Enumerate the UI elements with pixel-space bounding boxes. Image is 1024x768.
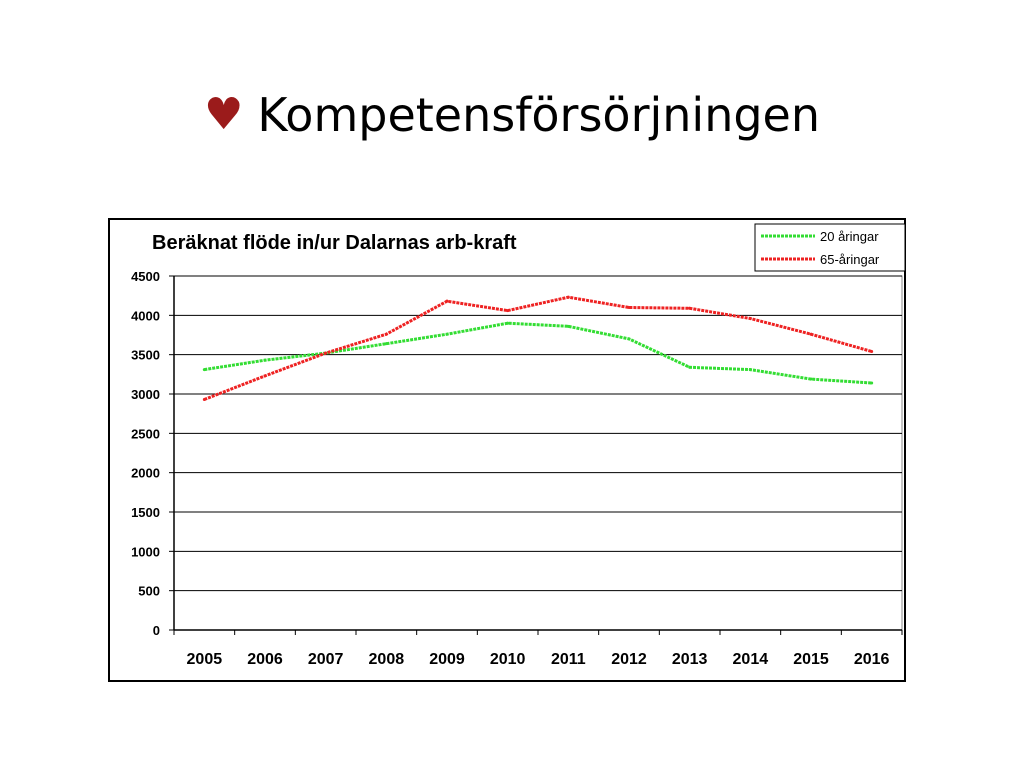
y-tick-label: 500 — [138, 584, 160, 599]
data-point — [202, 368, 206, 372]
y-tick-label: 1500 — [131, 505, 160, 520]
x-tick-label: 2011 — [551, 651, 586, 668]
data-point — [506, 309, 510, 313]
x-tick-label: 2013 — [672, 651, 708, 668]
y-tick-label: 2000 — [131, 466, 160, 481]
data-point — [688, 306, 692, 310]
x-tick-label: 2008 — [369, 651, 405, 668]
heart-icon: ♥ — [203, 89, 244, 140]
legend-label: 20 åringar — [820, 229, 879, 244]
data-point — [384, 342, 388, 346]
y-tick-label: 4000 — [131, 308, 160, 323]
data-point — [384, 332, 388, 336]
series-line-2 — [203, 295, 873, 401]
data-point — [627, 305, 631, 309]
x-tick-label: 2014 — [733, 651, 769, 668]
data-point — [263, 374, 267, 378]
y-tick-label: 2500 — [131, 426, 160, 441]
axes: 0 500 1000 1500 2000 2500 3000 3500 4000 4500 2005… — [131, 269, 903, 668]
slide-title: ♥ Kompetensförsörjningen — [0, 88, 1024, 142]
data-point — [870, 350, 874, 354]
x-tick-label: 2009 — [429, 651, 465, 668]
data-point — [627, 337, 631, 341]
data-point — [748, 316, 752, 320]
data-point — [566, 324, 570, 328]
grid-lines — [173, 275, 903, 631]
data-point — [324, 351, 328, 355]
data-point — [688, 365, 692, 369]
data-point — [202, 398, 206, 402]
y-tick-label: 3000 — [131, 387, 160, 402]
x-tick-label: 2015 — [793, 651, 829, 668]
series-lines — [202, 295, 874, 402]
data-point — [870, 381, 874, 385]
y-tick-label: 0 — [153, 623, 160, 638]
data-point — [566, 295, 570, 299]
data-point — [445, 332, 449, 336]
chart-title: Beräknat flöde in/ur Dalarnas arb-kraft — [152, 232, 517, 254]
x-tick-label: 2016 — [854, 651, 890, 668]
x-tick-label: 2005 — [187, 651, 223, 668]
legend: 20 åringar 65-åringar — [754, 223, 906, 272]
data-point — [809, 377, 813, 381]
x-tick-label: 2010 — [490, 651, 526, 668]
data-point — [748, 368, 752, 372]
chart-frame — [108, 218, 906, 682]
data-point — [445, 299, 449, 303]
y-tick-label: 3500 — [131, 348, 160, 363]
legend-box — [754, 223, 906, 272]
data-point — [263, 358, 267, 362]
y-tick-label: 4500 — [131, 269, 160, 284]
y-tick-label: 1000 — [131, 544, 160, 559]
series-line-1 — [204, 321, 872, 385]
data-point — [506, 321, 510, 325]
data-point — [809, 332, 813, 336]
legend-label: 65-åringar — [820, 252, 880, 267]
slide-title-text: Kompetensförsörjningen — [257, 88, 821, 142]
x-tick-label: 2007 — [308, 651, 344, 668]
x-tick-label: 2006 — [247, 651, 283, 668]
x-tick-label: 2012 — [611, 651, 647, 668]
